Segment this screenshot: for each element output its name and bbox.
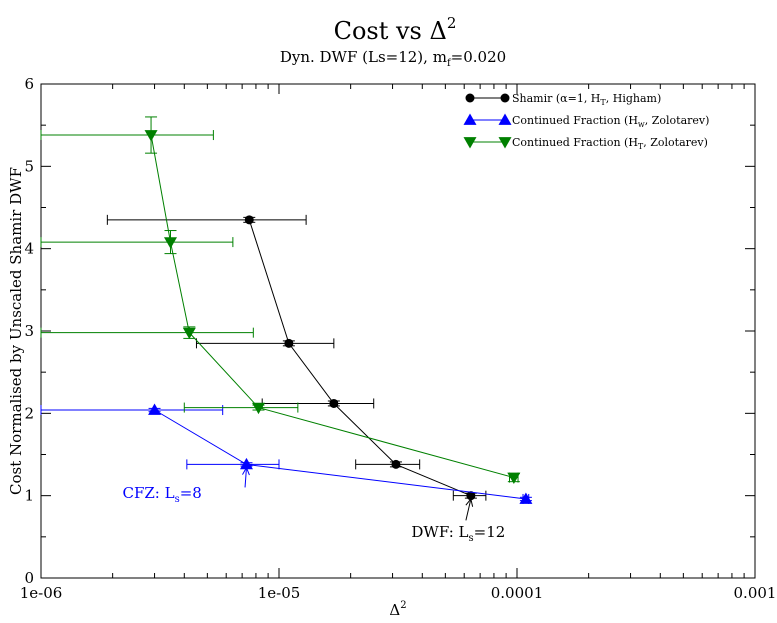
data-point [466, 491, 476, 501]
series-2 [40, 116, 521, 485]
data-point [507, 472, 521, 485]
data-point [391, 459, 401, 469]
legend-marker [498, 113, 512, 125]
annotation-1: DWF: Ls=12 [411, 497, 505, 544]
series-line [248, 219, 472, 497]
annotation-arrow-line [465, 498, 472, 521]
legend-marker [500, 93, 510, 103]
x-tick-label: 0.0001 [491, 584, 544, 602]
annotation-label-post: =12 [474, 523, 506, 541]
annotation-label-pre: DWF: L [411, 523, 468, 541]
data-point [148, 403, 162, 415]
legend-label-part: T [638, 142, 644, 151]
annotation-label-sub: s [469, 533, 474, 544]
y-tick-label: 2 [24, 404, 34, 422]
legend-label-part: Continued Fraction (H [512, 136, 638, 149]
chart-title: Cost vs Δ2 [334, 14, 457, 45]
annotation-0: CFZ: Ls=8 [122, 466, 250, 505]
chart-subtitle-sub: f [447, 58, 452, 69]
annotation-arrow-head [242, 466, 250, 476]
series-0 [106, 214, 487, 501]
y-tick-label: 1 [24, 487, 34, 505]
legend-label-part: , Zolotarev) [645, 114, 710, 127]
legend-label: Shamir (α=1, HT, Higham) [512, 92, 661, 107]
data-point [182, 327, 196, 340]
legend-label-part: Shamir (α=1, H [512, 92, 600, 105]
x-axis-label-sup: 2 [400, 600, 406, 611]
annotation-label-sub: s [175, 494, 180, 505]
legend-marker [463, 137, 477, 149]
y-tick-label: 6 [24, 75, 34, 93]
x-tick-label: 1e-05 [258, 584, 301, 602]
legend-label-part: , Zolotarev) [643, 136, 708, 149]
annotation-arrow-line [244, 467, 247, 488]
y-tick-label: 4 [24, 240, 34, 258]
legend-marker [498, 137, 512, 149]
legend-label-part: T [600, 98, 606, 107]
data-point [519, 492, 533, 504]
y-tick-label: 0 [24, 569, 34, 587]
x-tick-label: 1e-06 [20, 584, 63, 602]
annotation-label: DWF: Ls=12 [411, 523, 505, 544]
data-point [244, 215, 254, 225]
series-1 [40, 403, 533, 504]
legend-label: Continued Fraction (Hw, Zolotarev) [512, 114, 709, 129]
legend-label: Continued Fraction (HT, Zolotarev) [512, 136, 708, 151]
annotation-label-post: =8 [180, 484, 202, 502]
chart-title-main: Cost vs Δ [334, 17, 447, 45]
series-line [150, 134, 515, 479]
y-axis-label: Cost Normalised by Unscaled Shamir DWF [7, 167, 25, 495]
legend: Shamir (α=1, HT, Higham)Continued Fracti… [463, 92, 709, 151]
data-point [144, 130, 158, 142]
data-point [163, 237, 177, 249]
legend-marker [465, 93, 475, 103]
chart-subtitle-pre: Dyn. DWF (Ls=12), m [280, 48, 447, 66]
annotation-label: CFZ: Ls=8 [122, 484, 201, 505]
plot-area-frame [40, 83, 756, 579]
legend-label-part: w [638, 120, 645, 129]
legend-label-part: , Higham) [606, 92, 662, 105]
chart-subtitle: Dyn. DWF (Ls=12), mf=0.020 [280, 48, 506, 69]
legend-marker [463, 113, 477, 125]
legend-label-part: Continued Fraction (H [512, 114, 638, 127]
annotation-arrow-head [465, 497, 474, 507]
data-point [239, 457, 253, 470]
data-point [251, 402, 265, 415]
x-axis-label-main: Δ [389, 601, 400, 619]
data-point [329, 398, 339, 408]
axis-ticks [40, 83, 756, 579]
y-tick-label: 3 [24, 322, 34, 340]
chart-title-sup: 2 [447, 14, 457, 32]
y-tick-label: 5 [24, 157, 34, 175]
chart-subtitle-post: =0.020 [451, 48, 507, 66]
x-tick-label: 0.001 [734, 584, 777, 602]
series-line [154, 409, 526, 500]
series-layer [40, 116, 533, 504]
data-point [284, 338, 294, 348]
axis-tick-labels: 1e-06 1e-05 0.0001 0.001 0 1 2 3 4 5 6 [20, 75, 777, 602]
annotation-label-pre: CFZ: L [122, 484, 174, 502]
x-axis-label: Δ2 [389, 600, 406, 619]
